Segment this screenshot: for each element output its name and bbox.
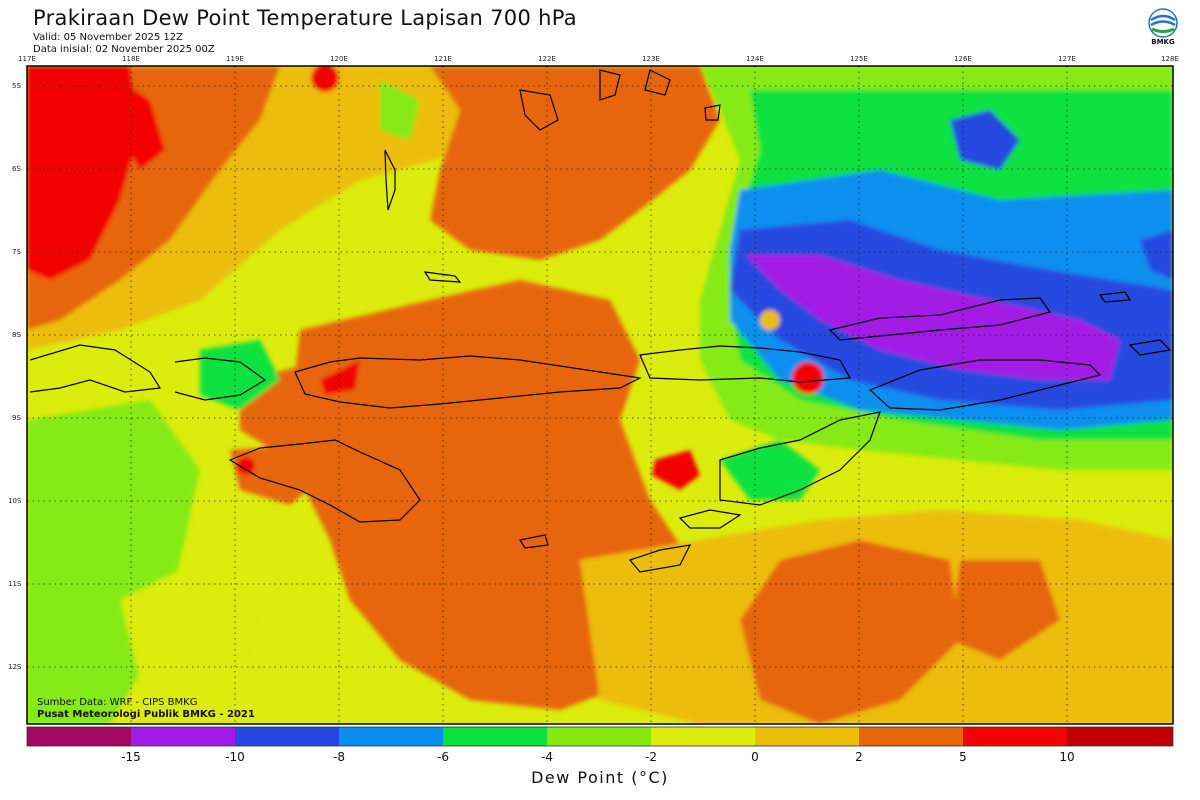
legend-swatch xyxy=(1067,727,1173,746)
lat-label: 11S xyxy=(8,580,22,588)
legend-ticks: -15 -10 -8 -6 -4 -2 0 2 5 10 xyxy=(121,750,1074,764)
lon-label: 125E xyxy=(850,55,868,63)
legend-tick: -4 xyxy=(541,750,553,764)
legend-tick: 5 xyxy=(959,750,967,764)
lon-label: 124E xyxy=(746,55,764,63)
lat-label: 9S xyxy=(12,414,21,422)
lon-label: 118E xyxy=(122,55,140,63)
legend-tick: -15 xyxy=(121,750,141,764)
legend-tick: -2 xyxy=(645,750,657,764)
lat-label: 8S xyxy=(12,331,21,339)
legend-tick: 0 xyxy=(751,750,759,764)
legend-swatch xyxy=(651,727,755,746)
lon-label: 121E xyxy=(434,55,452,63)
map-title: Prakiraan Dew Point Temperature Lapisan … xyxy=(33,6,577,30)
publisher: Pusat Meteorologi Publik BMKG - 2021 xyxy=(37,709,255,720)
lat-label: 12S xyxy=(8,663,22,671)
lon-label: 127E xyxy=(1058,55,1076,63)
legend-tick: 2 xyxy=(855,750,863,764)
lon-label: 120E xyxy=(330,55,348,63)
legend-tick: 10 xyxy=(1059,750,1074,764)
valid-time: Valid: 05 November 2025 12Z xyxy=(33,32,183,43)
coastlines xyxy=(29,69,1172,573)
legend-swatch xyxy=(339,727,443,746)
legend-swatch xyxy=(27,727,131,746)
legend-swatch xyxy=(131,727,235,746)
logo-text: BMKG xyxy=(1151,38,1175,46)
lon-axis: 117E 118E 119E 120E 121E 122E 123E 124E … xyxy=(18,55,1179,63)
legend-title: Dew Point (°C) xyxy=(531,768,669,787)
legend-tick: -6 xyxy=(437,750,449,764)
data-source: Sumber Data: WRF - CIPS BMKG xyxy=(37,697,198,708)
graticule xyxy=(27,66,1173,724)
initial-time: Data inisial: 02 November 2025 00Z xyxy=(33,44,215,55)
lon-label: 123E xyxy=(642,55,660,63)
lon-label: 119E xyxy=(226,55,244,63)
lon-label: 122E xyxy=(538,55,556,63)
lat-label: 10S xyxy=(8,497,22,505)
dewpoint-field xyxy=(27,66,1173,724)
legend-colorbar xyxy=(26,726,1174,747)
legend-tick: -10 xyxy=(225,750,245,764)
lon-label: 128E xyxy=(1161,55,1179,63)
legend-swatch xyxy=(859,727,963,746)
lon-label: 126E xyxy=(954,55,972,63)
bmkg-logo: BMKG xyxy=(1142,8,1184,60)
lon-label: 117E xyxy=(18,55,36,63)
lat-label: 5S xyxy=(12,82,21,90)
map-frame xyxy=(26,65,1174,725)
legend-tick: -8 xyxy=(333,750,345,764)
legend-swatch xyxy=(547,727,651,746)
legend-swatch xyxy=(235,727,339,746)
lat-label: 7S xyxy=(12,248,21,256)
legend-swatch xyxy=(443,727,547,746)
lat-label: 6S xyxy=(12,165,21,173)
legend-swatch xyxy=(755,727,859,746)
legend-swatch xyxy=(963,727,1067,746)
bmkg-logo-icon xyxy=(1148,8,1178,38)
lat-axis: 5S 6S 7S 8S 9S 10S 11S 12S xyxy=(8,82,22,671)
